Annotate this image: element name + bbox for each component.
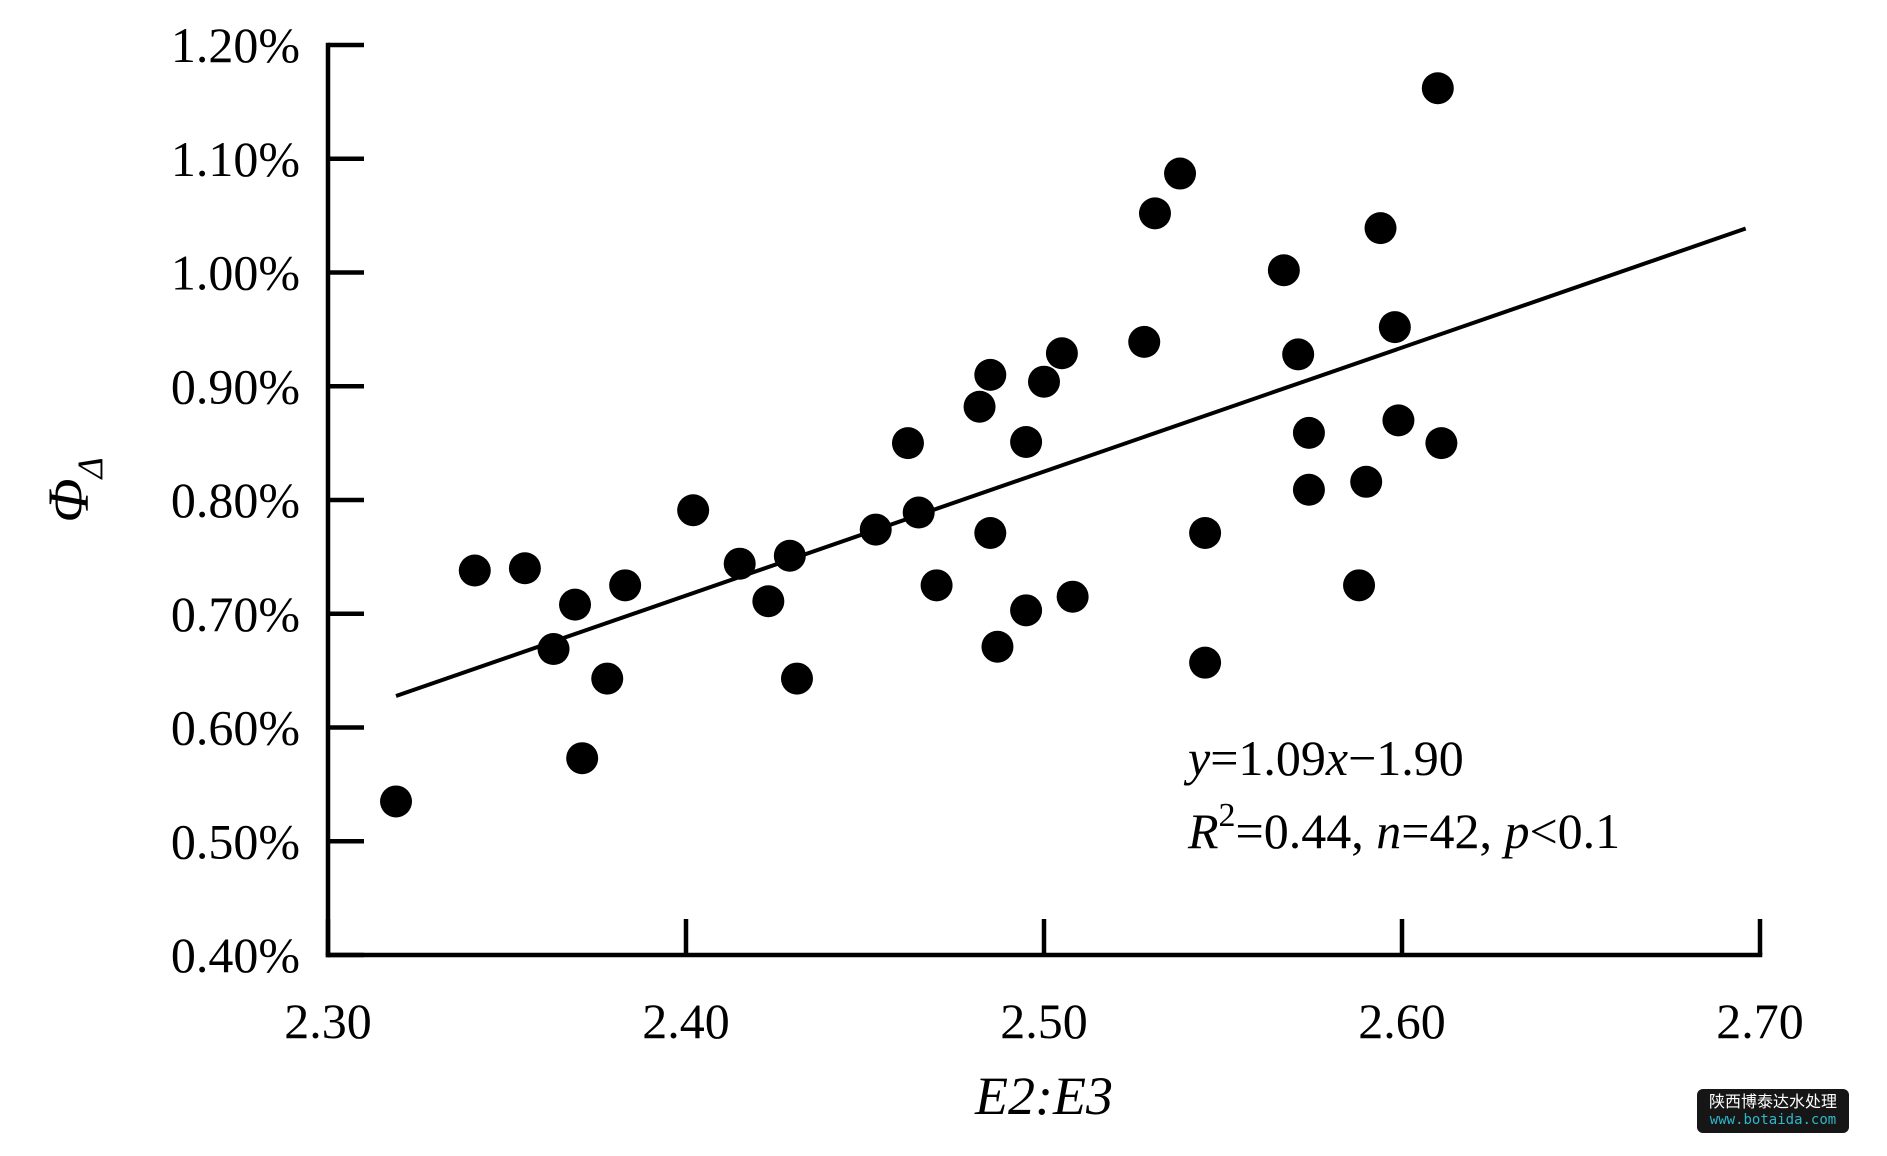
regression-annotation: y=1.09x−1.90 R2=0.44, n=42, p<0.1 [1183, 730, 1620, 859]
x-tick-label: 2.50 [1000, 993, 1088, 1049]
data-point [380, 785, 413, 818]
data-point [974, 358, 1007, 391]
data-point [1056, 580, 1089, 613]
data-point [974, 516, 1007, 549]
data-point [752, 585, 785, 618]
equation-text: y=1.09x−1.90 [1183, 730, 1464, 786]
data-point [537, 633, 570, 666]
data-point [609, 569, 642, 602]
x-tick-label: 2.60 [1358, 993, 1446, 1049]
data-point [1364, 212, 1397, 245]
y-tick-label: 0.50% [171, 813, 300, 869]
trend-line-group [395, 226, 1747, 698]
data-point [1189, 646, 1222, 679]
data-point [1267, 254, 1300, 287]
y-tick-label: 1.00% [171, 245, 300, 301]
y-axis-tick-labels: 0.40% 0.50% 0.60% 0.70% 0.80% 0.90% 1.00% 1.10%… [171, 17, 300, 983]
data-point [859, 513, 892, 546]
data-point [1421, 72, 1454, 105]
y-tick-label: 0.90% [171, 358, 300, 414]
data-point [1164, 157, 1197, 190]
watermark-url: www.botaida.com [1709, 1112, 1837, 1129]
axis-titles: ΦΔ E2:E3 [36, 457, 1113, 1126]
y-tick-label: 1.10% [171, 131, 300, 187]
data-point [1292, 416, 1325, 449]
x-tick-label: 2.70 [1716, 993, 1804, 1049]
data-point [1010, 594, 1043, 627]
y-tick-label: 0.40% [171, 927, 300, 983]
data-point [963, 390, 996, 423]
data-point [1010, 425, 1043, 458]
data-point [1343, 569, 1376, 602]
data-point [1378, 311, 1411, 344]
stats-text: R2=0.44, n=42, p<0.1 [1187, 797, 1620, 859]
x-tick-label: 2.30 [284, 993, 372, 1049]
data-point [1425, 427, 1458, 460]
watermark-text: 陕西博泰达水处理 [1708, 1093, 1837, 1111]
data-point [1350, 465, 1383, 498]
data-point [508, 552, 541, 585]
data-point [773, 539, 806, 572]
data-point [1189, 516, 1222, 549]
data-point [891, 427, 924, 460]
data-point [723, 547, 756, 580]
y-tick-label: 0.70% [171, 586, 300, 642]
x-axis-tick-labels: 2.30 2.40 2.50 2.60 2.70 [284, 993, 1804, 1049]
data-point [981, 630, 1014, 663]
data-point [566, 742, 599, 775]
y-tick-label: 1.20% [171, 17, 300, 73]
trend-line [395, 226, 1747, 698]
data-point [1045, 337, 1078, 370]
data-point [1292, 473, 1325, 506]
y-axis-ticks [328, 42, 364, 958]
data-point [591, 662, 624, 695]
data-point [677, 494, 710, 527]
y-axis-title: ΦΔ [36, 457, 110, 522]
data-point [1282, 338, 1315, 371]
x-tick-label: 2.40 [642, 993, 730, 1049]
y-tick-label: 0.60% [171, 700, 300, 756]
x-axis-ticks [325, 919, 1763, 955]
data-point [780, 662, 813, 695]
data-point [1128, 325, 1161, 358]
data-point [920, 569, 953, 602]
watermark-badge: 陕西博泰达水处理 www.botaida.com [1697, 1089, 1849, 1133]
data-point [1382, 404, 1415, 437]
data-point [902, 496, 935, 529]
data-point [1028, 365, 1060, 398]
data-point [1138, 197, 1171, 230]
data-point [458, 554, 491, 587]
y-tick-label: 0.80% [171, 472, 300, 528]
data-point [559, 588, 592, 621]
data-points [380, 72, 1458, 818]
x-axis-title: E2:E3 [974, 1066, 1113, 1126]
